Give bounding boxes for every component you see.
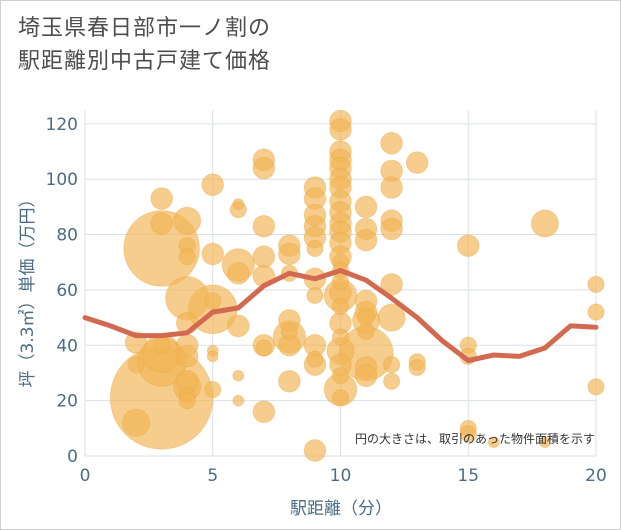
average-price-line xyxy=(82,268,599,363)
data-bubble xyxy=(178,392,196,410)
x-axis-title: 駅距離（分） xyxy=(290,499,392,519)
data-bubble xyxy=(331,328,350,346)
data-bubble xyxy=(252,214,276,238)
data-bubble xyxy=(204,380,222,399)
data-bubble xyxy=(487,436,500,449)
data-bubble xyxy=(306,239,324,257)
x-tick-label: 0 xyxy=(80,466,91,486)
y-tick-label: 60 xyxy=(56,281,78,301)
data-bubble xyxy=(380,176,403,199)
data-bubble xyxy=(459,425,477,443)
data-bubble xyxy=(232,394,245,407)
x-axis-ticks: 0 5 10 15 20 xyxy=(80,466,607,486)
data-bubble xyxy=(456,234,480,257)
data-bubble xyxy=(232,198,245,211)
data-bubble xyxy=(206,350,219,363)
data-bubble xyxy=(587,303,605,321)
data-bubble xyxy=(150,212,173,235)
data-bubble xyxy=(122,408,151,437)
y-tick-label: 120 xyxy=(46,115,78,135)
data-bubble xyxy=(306,350,324,368)
data-bubble xyxy=(587,275,605,293)
data-bubble xyxy=(408,358,426,377)
data-bubble xyxy=(331,389,350,407)
data-bubble xyxy=(173,206,202,235)
chart-title-line-1: 埼玉県春日部市一ノ割の xyxy=(18,16,272,41)
y-tick-label: 100 xyxy=(46,170,78,190)
size-note: 円の大きさは、取引のあった物件面積を示す xyxy=(355,431,595,446)
data-bubble xyxy=(153,336,171,354)
x-tick-label: 10 xyxy=(330,466,352,486)
data-bubble xyxy=(380,217,403,241)
data-bubble xyxy=(530,209,559,238)
data-bubble xyxy=(252,245,276,269)
data-bubble xyxy=(331,297,350,316)
data-bubble xyxy=(175,345,199,368)
data-bubble xyxy=(232,369,245,382)
data-bubble xyxy=(178,248,196,266)
data-bubble xyxy=(280,322,298,341)
data-bubble xyxy=(354,195,378,219)
data-bubble xyxy=(329,118,352,141)
y-tick-label: 40 xyxy=(56,336,78,356)
data-bubble xyxy=(227,314,250,338)
data-bubble xyxy=(380,131,403,155)
data-bubble xyxy=(587,378,605,396)
chart-title-line-2: 駅距離別中古戸建て価格 xyxy=(18,49,272,74)
data-bubble xyxy=(377,303,406,332)
data-bubble xyxy=(306,286,324,305)
chart-title: 埼玉県春日部市一ノ割の 駅距離別中古戸建て価格 xyxy=(18,12,271,78)
data-bubble xyxy=(201,242,225,266)
data-bubble xyxy=(357,322,375,341)
data-bubble xyxy=(227,262,250,285)
y-axis-title: 坪（3.3㎡）単価（万円） xyxy=(18,190,38,387)
data-bubble xyxy=(201,173,225,197)
y-tick-label: 0 xyxy=(67,447,78,467)
data-bubble xyxy=(278,242,301,266)
x-tick-label: 20 xyxy=(585,466,607,486)
data-bubble xyxy=(204,292,222,310)
data-bubble xyxy=(303,439,327,462)
data-bubble xyxy=(331,367,350,385)
data-bubble xyxy=(127,356,145,374)
data-bubble xyxy=(255,339,273,357)
data-bubble xyxy=(539,436,551,449)
y-tick-label: 80 xyxy=(56,226,78,246)
x-tick-label: 15 xyxy=(457,466,479,486)
data-bubble xyxy=(354,228,378,252)
data-bubble xyxy=(150,187,173,210)
data-bubble xyxy=(252,400,276,424)
x-tick-label: 5 xyxy=(207,466,218,486)
y-axis-ticks: 0 20 40 60 80 100 120 xyxy=(46,115,78,467)
bubble-layer xyxy=(109,109,605,462)
data-bubble xyxy=(278,369,301,393)
data-bubble xyxy=(383,356,401,374)
data-bubble xyxy=(383,372,401,390)
data-bubble xyxy=(405,151,429,174)
data-bubble xyxy=(354,364,378,388)
data-bubble xyxy=(252,156,276,180)
y-tick-label: 20 xyxy=(56,392,78,412)
data-bubble xyxy=(331,273,350,291)
